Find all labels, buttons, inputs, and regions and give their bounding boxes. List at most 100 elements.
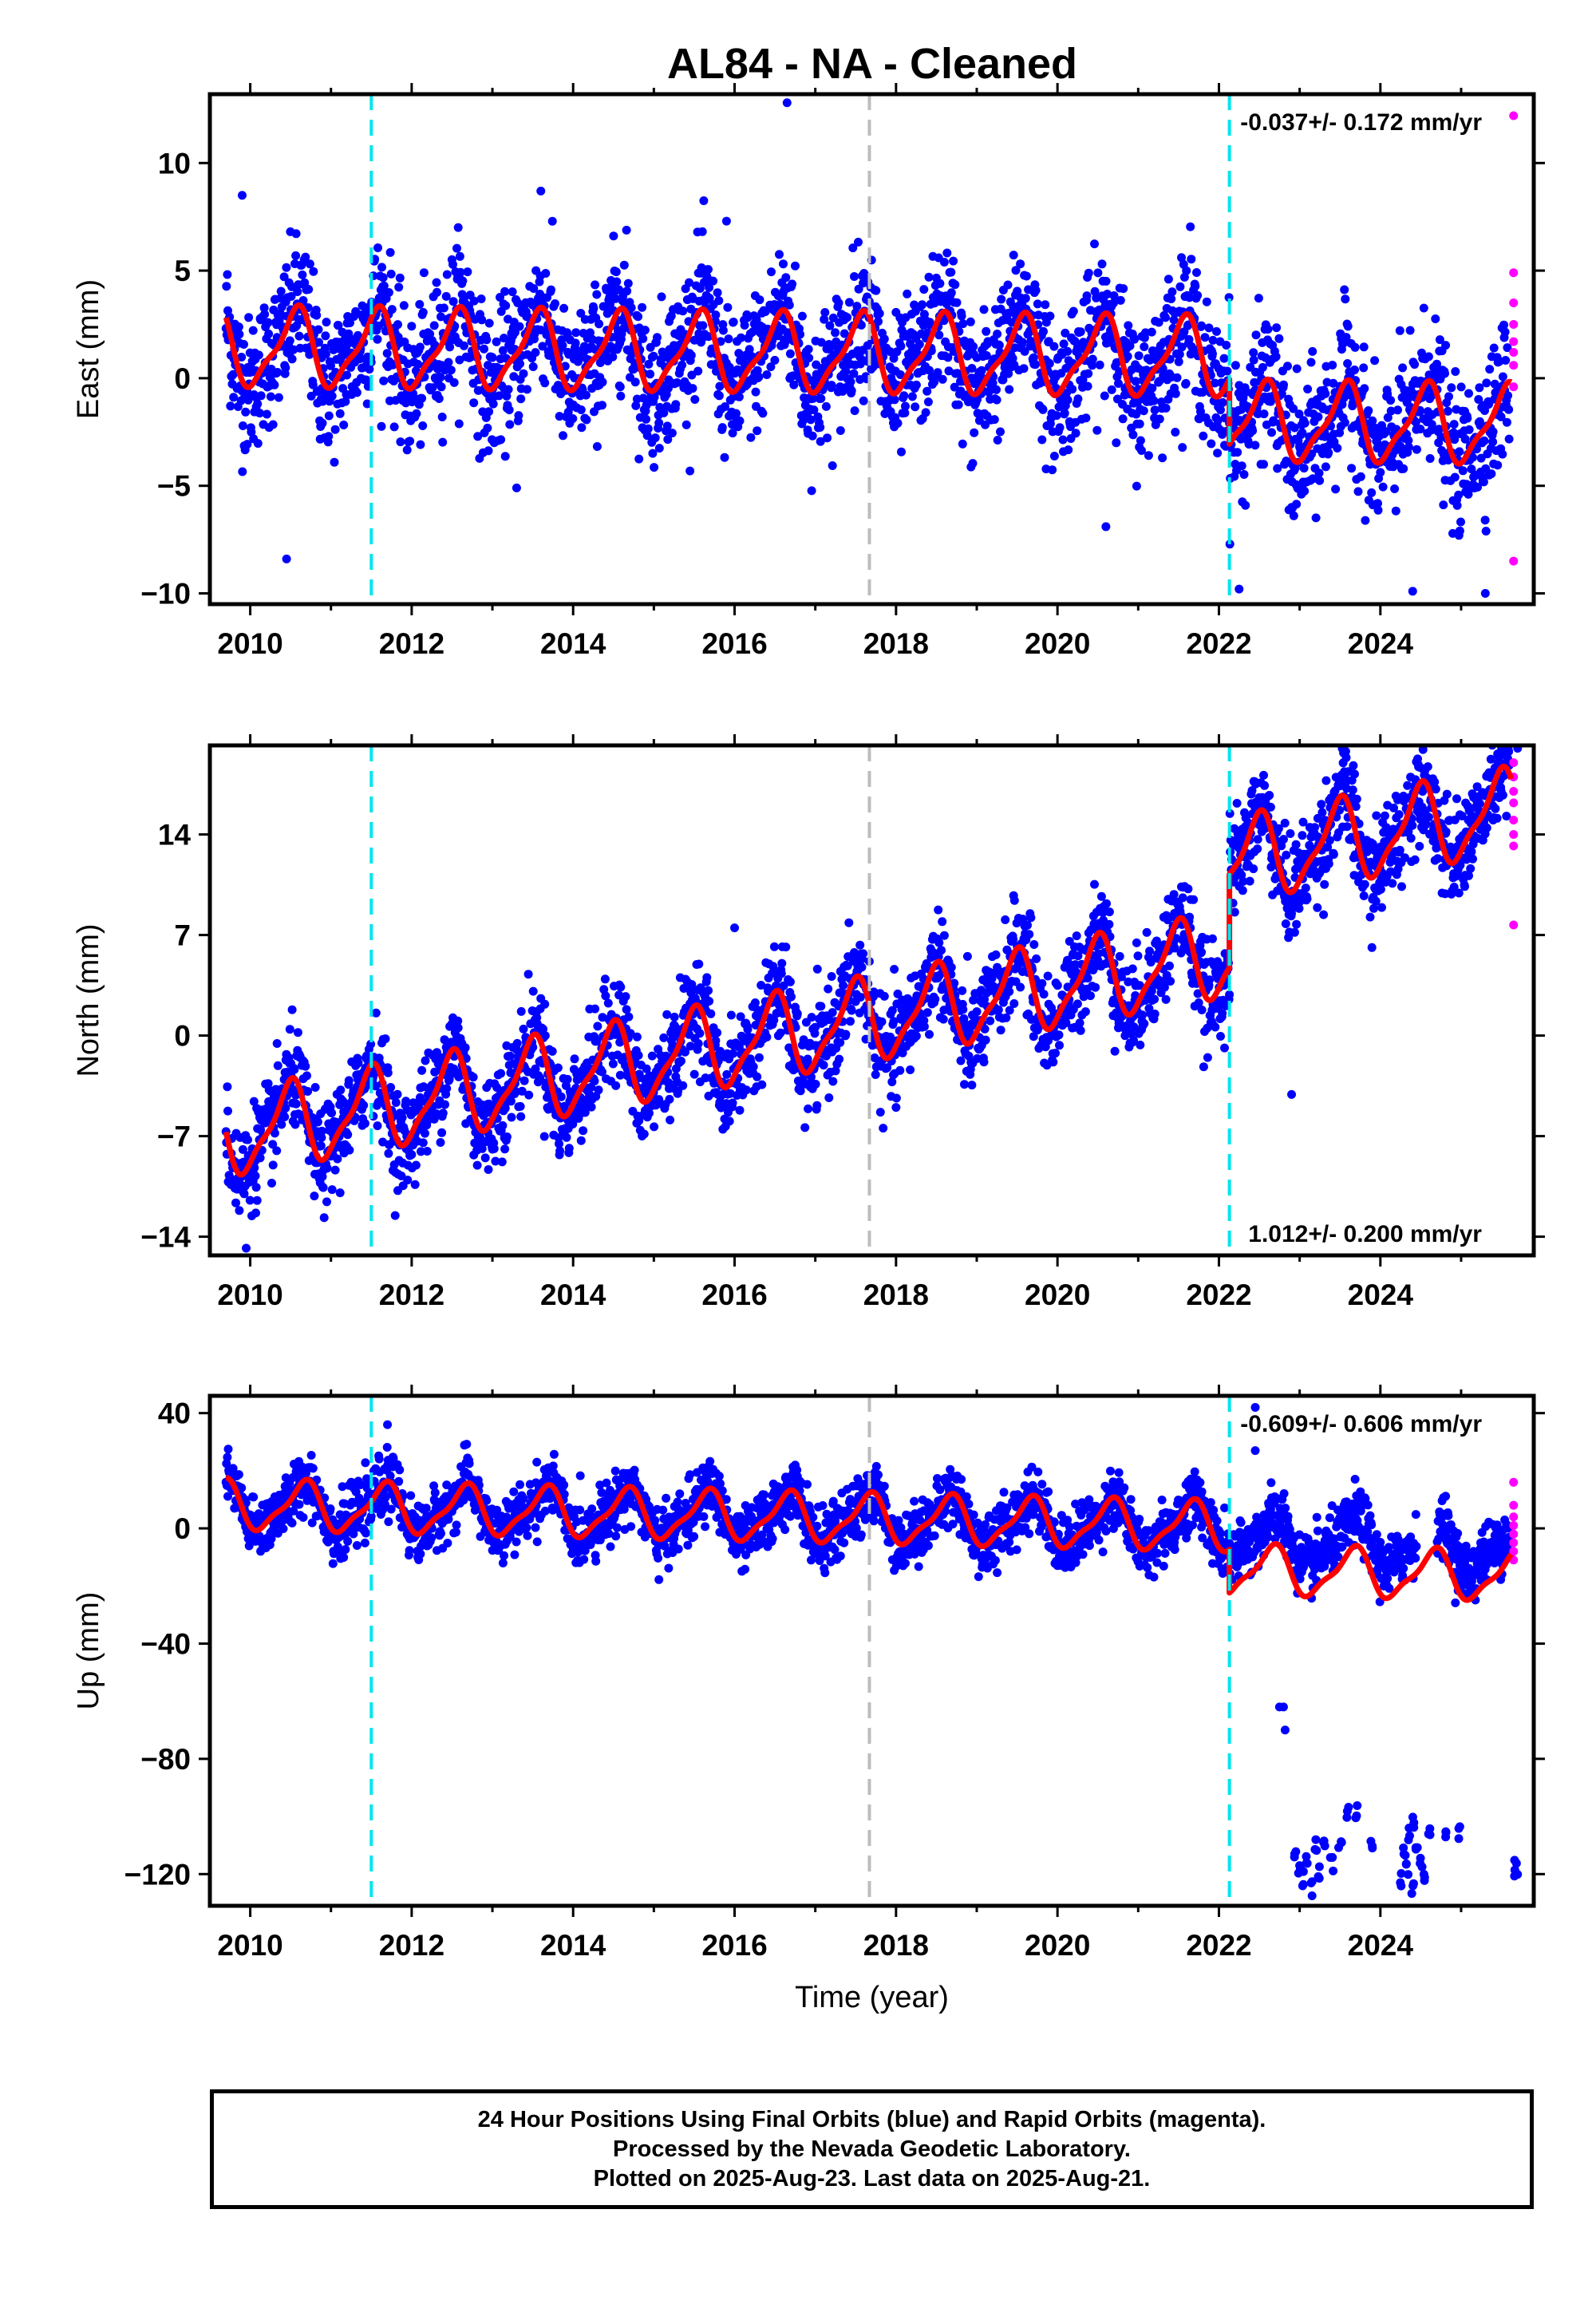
data-point (1218, 397, 1227, 407)
data-point (1090, 239, 1099, 249)
data-point (1329, 378, 1338, 388)
data-point (575, 354, 584, 363)
data-point (1095, 360, 1104, 370)
data-point (1501, 356, 1511, 365)
data-point (1118, 414, 1128, 424)
data-point (816, 1002, 826, 1011)
data-point (702, 973, 712, 982)
data-point (930, 994, 940, 1004)
rapid-point (1509, 111, 1519, 121)
data-point (856, 320, 866, 330)
data-point (982, 351, 991, 360)
data-point (850, 406, 859, 416)
data-point (412, 409, 421, 418)
data-point (1109, 291, 1119, 300)
data-point (1135, 419, 1144, 429)
data-point (1467, 464, 1476, 474)
y-tick-label: −10 (140, 578, 191, 611)
data-point (626, 1029, 635, 1038)
data-point (1091, 982, 1100, 992)
data-point (754, 372, 764, 381)
data-point (944, 366, 954, 376)
data-point (1069, 306, 1078, 316)
data-point (497, 1157, 507, 1167)
data-point (690, 395, 700, 404)
rapid-point (1509, 337, 1519, 346)
data-point (1454, 490, 1464, 500)
data-point (531, 1064, 540, 1073)
data-point (1479, 436, 1489, 445)
outlier-point (1408, 587, 1417, 596)
data-point (791, 261, 800, 271)
data-point (279, 272, 289, 282)
data-point (1450, 435, 1460, 445)
data-point (1289, 404, 1298, 413)
data-point (327, 1185, 337, 1195)
data-point (1475, 383, 1484, 393)
data-point (321, 331, 330, 341)
data-point (222, 282, 231, 291)
data-point (276, 287, 286, 296)
data-point (317, 1126, 326, 1136)
data-point (342, 370, 352, 380)
data-point (699, 196, 709, 205)
data-point (558, 341, 567, 350)
data-point (1283, 362, 1292, 371)
data-point (359, 1101, 369, 1110)
data-point (1150, 405, 1159, 415)
data-point (1396, 443, 1405, 452)
outlier-point (512, 483, 521, 492)
data-point (519, 1076, 529, 1085)
data-point (1039, 990, 1049, 999)
data-point (779, 259, 788, 269)
data-point (1391, 506, 1400, 516)
data-point (1101, 276, 1111, 286)
data-point (1370, 356, 1380, 366)
data-point (591, 280, 600, 290)
data-point (679, 984, 689, 993)
data-point (1350, 366, 1359, 374)
data-point (551, 299, 559, 308)
data-point (1485, 365, 1495, 374)
data-point (958, 986, 967, 995)
data-point (1174, 357, 1183, 366)
data-point (760, 307, 770, 316)
data-point (1386, 396, 1396, 405)
data-point (437, 312, 445, 322)
data-point (441, 291, 451, 301)
data-point (1161, 313, 1170, 322)
data-point (581, 390, 591, 400)
data-point (1290, 423, 1299, 433)
data-point (421, 1128, 429, 1138)
data-point (775, 250, 784, 259)
data-point (1347, 464, 1357, 473)
data-point (855, 940, 865, 950)
data-point (1005, 1006, 1014, 1015)
data-point (343, 1130, 353, 1140)
data-point (1055, 423, 1065, 433)
data-point (1108, 298, 1118, 308)
data-point (1239, 470, 1249, 479)
outlier-point (721, 216, 731, 226)
data-point (244, 313, 254, 322)
data-point (1259, 460, 1268, 469)
data-point (732, 409, 741, 418)
data-point (273, 1061, 282, 1070)
data-point (1009, 251, 1018, 260)
data-point (1104, 919, 1114, 929)
data-point (415, 299, 425, 309)
data-point (893, 418, 903, 428)
data-point (705, 997, 714, 1006)
data-point (1103, 290, 1112, 298)
data-point (911, 380, 921, 389)
data-point (1435, 335, 1444, 345)
data-point (1147, 327, 1156, 337)
data-point (555, 1139, 563, 1148)
data-point (484, 1099, 494, 1109)
data-point (1378, 482, 1388, 492)
data-point (1328, 361, 1337, 370)
data-point (571, 328, 581, 338)
data-point (1424, 352, 1433, 362)
data-point (854, 237, 863, 247)
data-point (657, 292, 666, 302)
